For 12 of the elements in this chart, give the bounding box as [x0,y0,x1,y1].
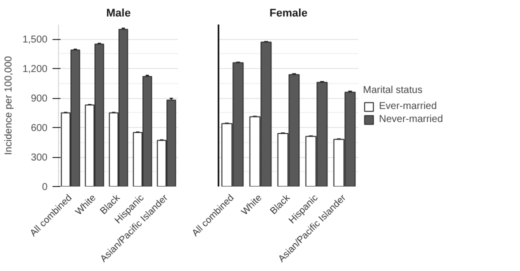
legend-label: Never-married [379,114,443,125]
chart-title: Female [270,8,308,20]
y-axis-title: Incidence per 100,000 [3,56,14,155]
y-tick-label: 600 [30,123,48,134]
y-tick-label: 1,200 [22,64,48,76]
y-tick-label: 0 [42,182,48,193]
legend-title: Marital status [363,85,424,96]
chart-title: Male [106,8,131,20]
y-tick-label: 1,500 [22,34,48,46]
y-tick-label: 900 [30,94,48,105]
legend-label: Ever-married [379,101,437,112]
y-tick-label: 300 [30,152,48,164]
